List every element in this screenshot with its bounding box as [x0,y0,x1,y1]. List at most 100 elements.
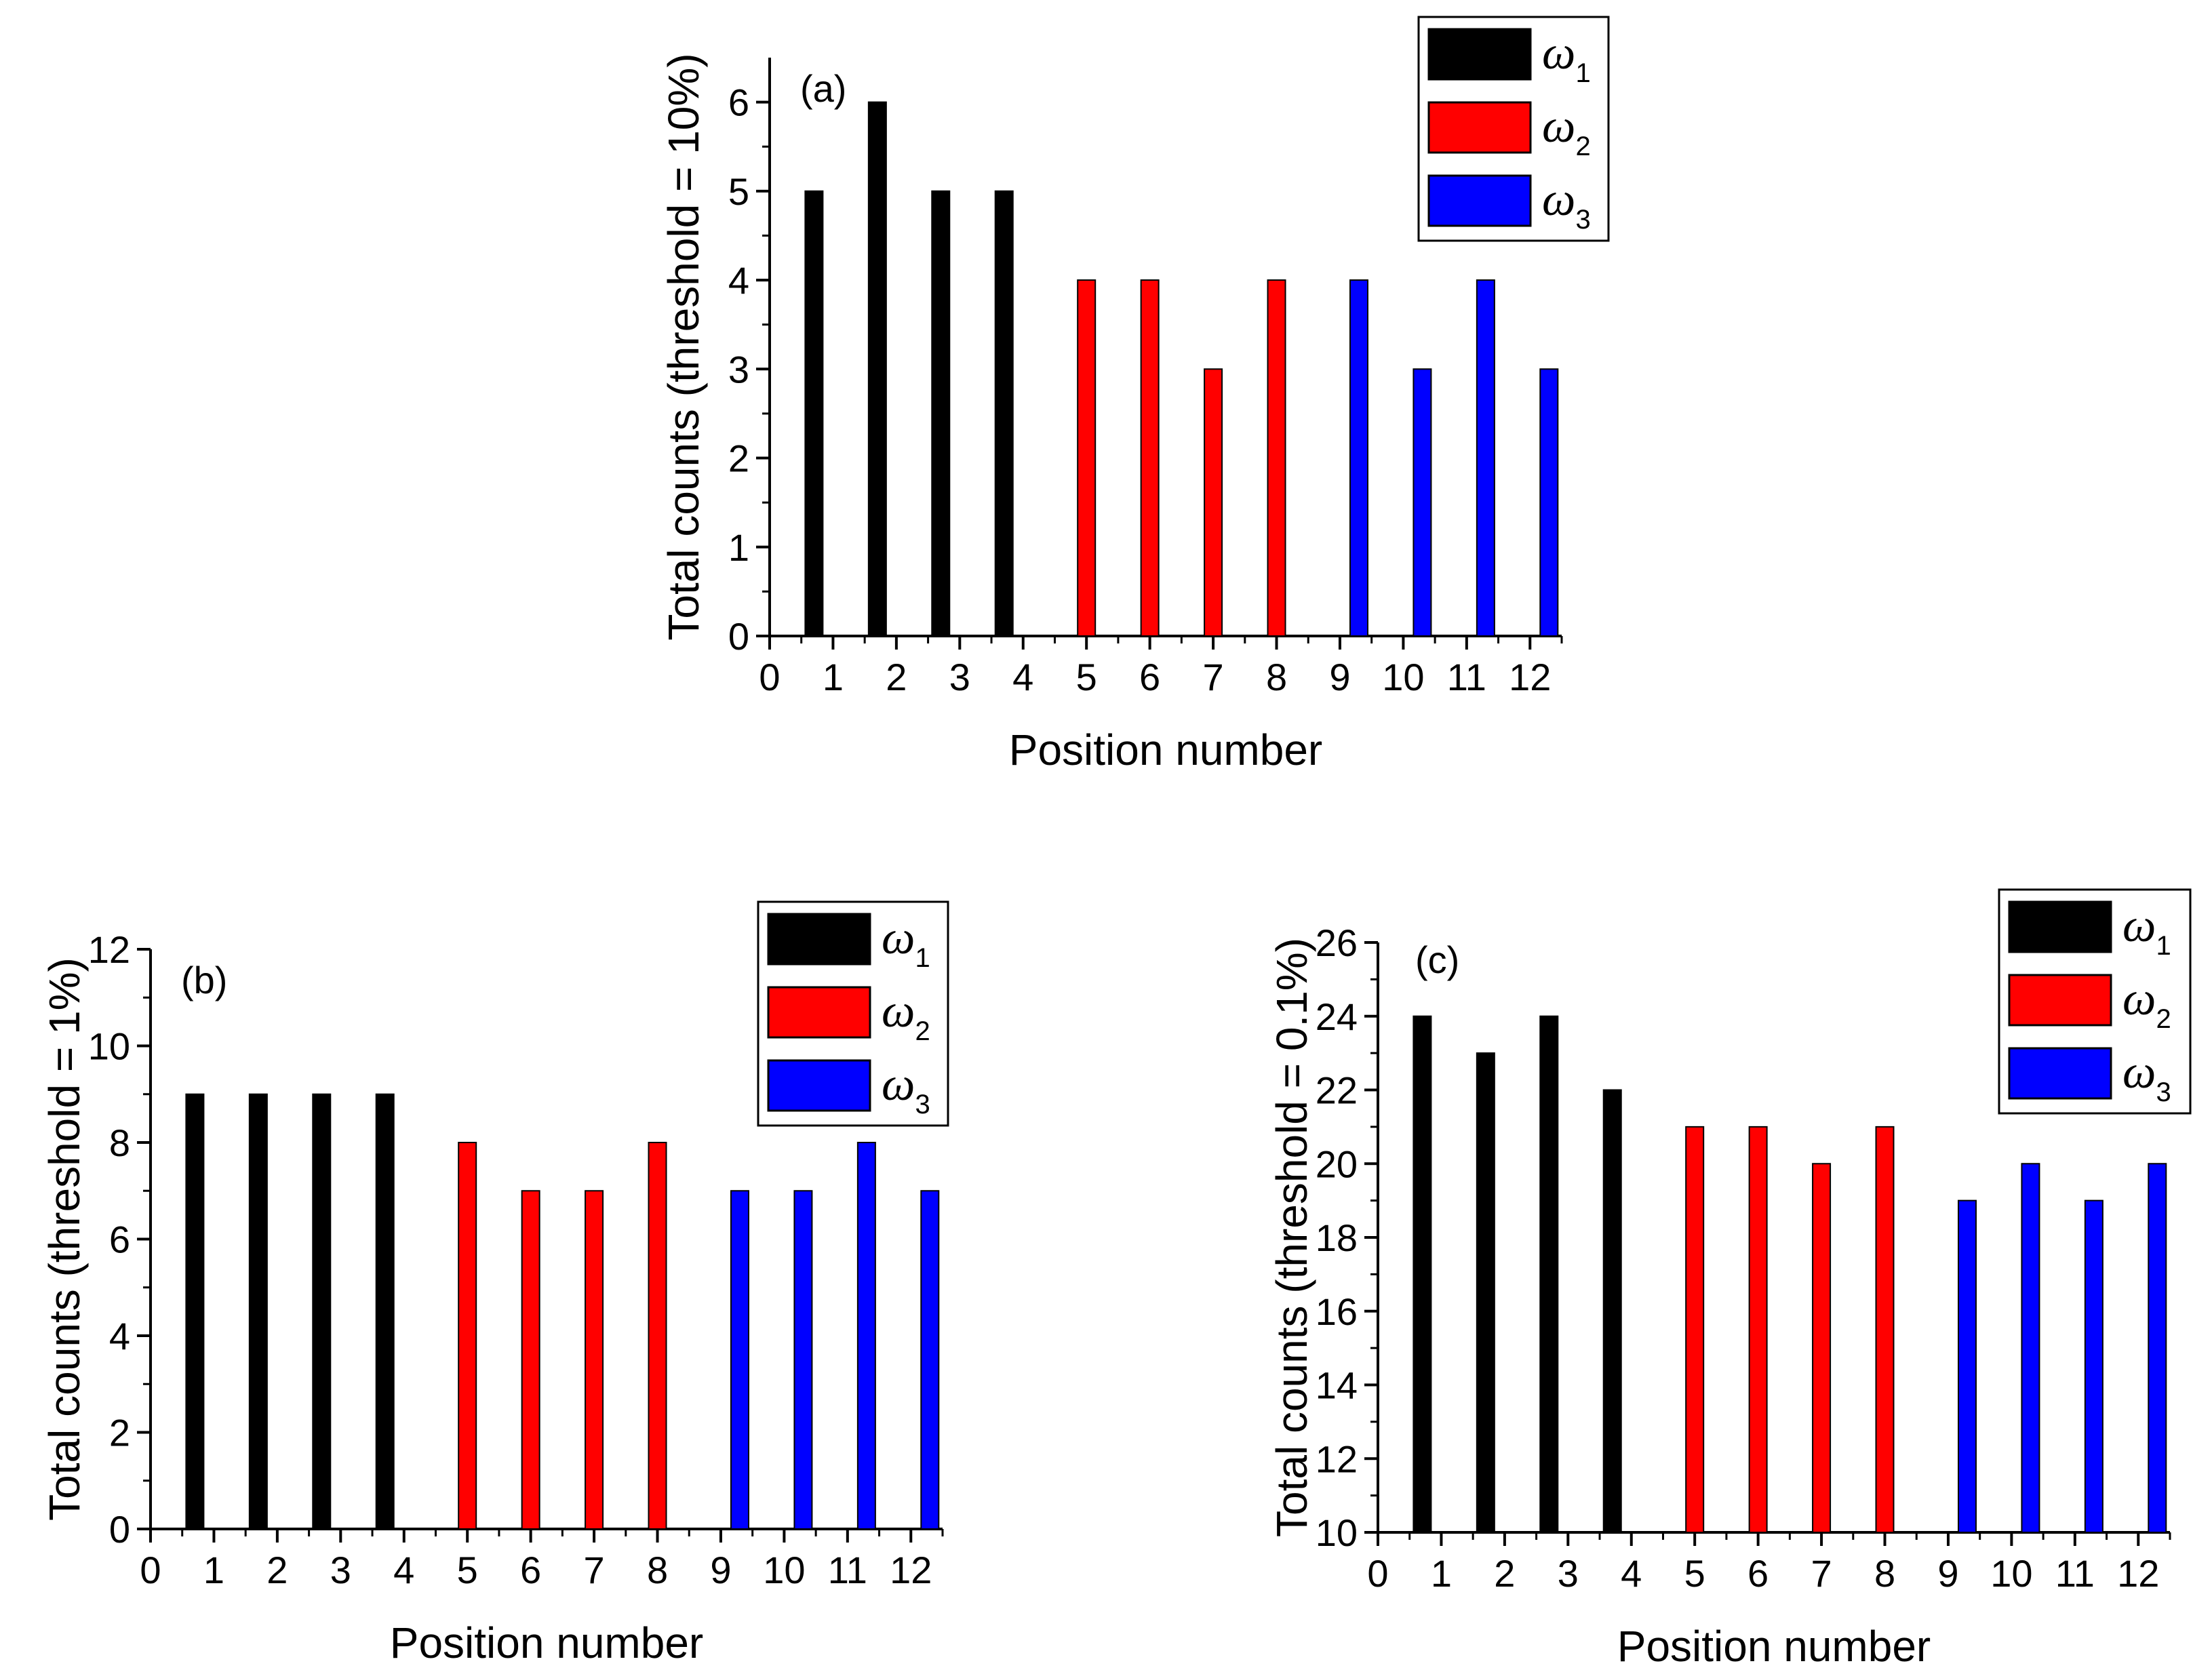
y-axis-title: Total counts (threshold = 1%) [40,957,89,1521]
x-tick-label: 6 [1747,1552,1769,1595]
x-tick-label: 6 [1139,656,1160,698]
bar-position-11 [2084,1199,2104,1533]
bar-position-1 [185,1093,205,1530]
bar-position-9 [730,1190,749,1530]
x-tick-label: 3 [1558,1552,1579,1595]
bar-position-7 [1204,368,1223,637]
bar-position-2 [248,1093,268,1530]
y-tick-label: 6 [109,1218,130,1261]
y-tick-label: 10 [1316,1511,1358,1554]
x-tick-label: 9 [1329,656,1350,698]
y-tick-label: 20 [1316,1142,1358,1185]
legend-subscript: 1 [2156,931,2171,961]
y-tick-label: 16 [1316,1290,1358,1333]
bar-position-8 [648,1142,667,1530]
x-tick-label: 10 [1990,1552,2032,1595]
bar-position-1 [804,190,824,637]
legend-subscript: 3 [1575,205,1590,235]
x-tick-label: 4 [1621,1552,1642,1595]
y-tick-label: 2 [728,437,749,480]
panel-label: (c) [1415,938,1459,981]
x-tick-label: 4 [1012,656,1033,698]
x-tick-label: 1 [1431,1552,1452,1595]
bar-position-4 [375,1093,395,1530]
legend-subscript: 3 [2156,1077,2171,1107]
bar-position-8 [1267,279,1286,637]
legend-subscript: 2 [2156,1004,2171,1034]
bar-position-9 [1957,1199,1977,1533]
y-axis-title: Total counts (threshold = 10%) [659,53,708,640]
bar-position-12 [920,1190,940,1530]
x-tick-label: 4 [393,1549,414,1591]
y-tick-label: 12 [88,928,130,971]
y-tick-label: 12 [1316,1437,1358,1480]
x-tick-label: 2 [886,656,907,698]
bar-position-6 [521,1190,540,1530]
bar-position-11 [1476,279,1495,637]
bar-position-9 [1349,279,1368,637]
y-tick-label: 8 [109,1121,130,1164]
x-tick-label: 5 [457,1549,478,1591]
x-axis-title: Position number [390,1618,703,1667]
legend-label-w2: ω2 [2122,973,2171,1034]
x-tick-label: 3 [949,656,970,698]
legend-swatch-w3 [1427,174,1532,227]
legend-symbol: ω [1542,100,1575,153]
bar-position-10 [2021,1163,2040,1533]
x-tick-label: 5 [1684,1552,1705,1595]
legend-swatch-w1 [767,913,871,966]
bar-position-7 [585,1190,604,1530]
y-tick-label: 14 [1316,1364,1358,1407]
x-tick-label: 12 [2117,1552,2159,1595]
bar-position-11 [856,1142,876,1530]
y-tick-label: 6 [728,81,749,124]
x-tick-label: 5 [1076,656,1097,698]
legend-swatch-w2 [2008,974,2112,1027]
legend-label-w3: ω3 [2122,1046,2171,1107]
x-tick-label: 8 [1874,1552,1895,1595]
legend-swatch-w2 [767,986,871,1039]
bar-position-3 [312,1093,332,1530]
x-tick-label: 12 [890,1549,932,1591]
bar-position-7 [1812,1163,1832,1533]
x-tick-label: 9 [710,1549,731,1591]
legend-subscript: 1 [915,943,930,973]
y-tick-label: 10 [88,1025,130,1068]
y-tick-label: 22 [1316,1069,1358,1112]
bar-position-3 [931,190,951,637]
x-tick-label: 1 [203,1549,224,1591]
legend-symbol: ω [882,985,915,1037]
bar-position-3 [1539,1015,1559,1533]
y-tick-label: 4 [728,259,749,302]
x-tick-label: 9 [1937,1552,1958,1595]
bar-position-4 [1602,1089,1622,1533]
legend-label-w1: ω1 [2122,900,2171,961]
bar-position-12 [2148,1163,2167,1533]
x-tick-label: 11 [2055,1552,2095,1595]
bar-position-8 [1875,1126,1895,1533]
legend-swatch-w3 [2008,1047,2112,1100]
x-tick-label: 3 [330,1549,351,1591]
x-tick-label: 2 [1494,1552,1515,1595]
panel-label: (b) [181,959,227,1001]
bar-position-5 [458,1142,477,1530]
bar-position-1 [1413,1015,1432,1533]
panel-label: (a) [800,67,846,110]
x-tick-label: 7 [1811,1552,1832,1595]
x-tick-label: 10 [763,1549,805,1591]
legend-symbol: ω [2122,900,2156,952]
x-tick-label: 0 [140,1549,161,1591]
y-tick-label: 24 [1316,995,1358,1038]
x-tick-label: 10 [1382,656,1424,698]
x-axis-title: Position number [1009,725,1322,774]
legend-label-w3: ω3 [1542,174,1591,235]
bar-position-10 [1413,368,1432,637]
y-tick-label: 1 [728,526,749,569]
bar-position-4 [994,190,1014,637]
legend-symbol: ω [2122,1046,2156,1098]
